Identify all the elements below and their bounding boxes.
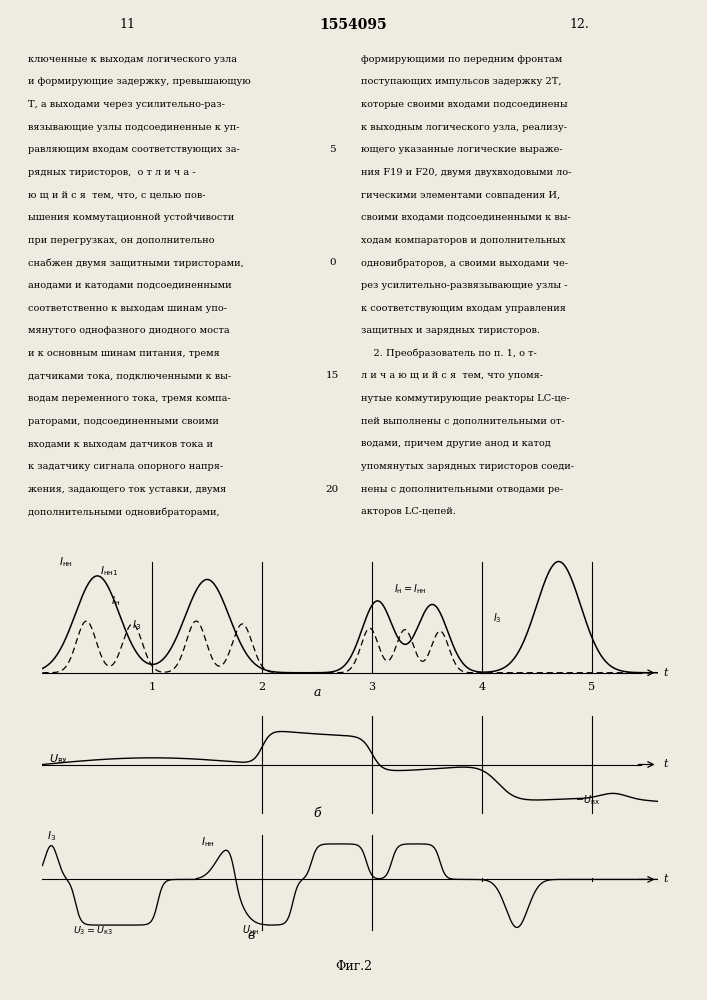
Text: дополнительными одновибраторами,: дополнительными одновибраторами, — [28, 507, 220, 517]
Text: t: t — [663, 874, 667, 884]
Text: $I_3$: $I_3$ — [47, 829, 56, 843]
Text: л и ч а ю щ и й с я  тем, что упомя-: л и ч а ю щ и й с я тем, что упомя- — [361, 371, 542, 380]
Text: в: в — [247, 929, 255, 942]
Text: к соответствующим входам управления: к соответствующим входам управления — [361, 304, 566, 313]
Text: к выходным логического узла, реализу-: к выходным логического узла, реализу- — [361, 123, 566, 132]
Text: $I_3$: $I_3$ — [493, 611, 501, 625]
Text: Φиг.2: Φиг.2 — [335, 960, 372, 972]
Text: 20: 20 — [326, 485, 339, 494]
Text: 4: 4 — [478, 682, 485, 692]
Text: $I_{\rm н}{=}I_{\rm нн}$: $I_{\rm н}{=}I_{\rm нн}$ — [394, 582, 427, 596]
Text: t: t — [663, 668, 667, 678]
Text: 1554095: 1554095 — [320, 18, 387, 32]
Text: ышения коммутационной устойчивости: ышения коммутационной устойчивости — [28, 213, 235, 222]
Text: нутые коммутирующие реакторы LC-це-: нутые коммутирующие реакторы LC-це- — [361, 394, 569, 403]
Text: нены с дополнительными отводами ре-: нены с дополнительными отводами ре- — [361, 485, 563, 494]
Text: $I_{\rm н}$: $I_{\rm н}$ — [110, 595, 119, 608]
Text: 5: 5 — [588, 682, 595, 692]
Text: 3: 3 — [368, 682, 375, 692]
Text: и формирующие задержку, превышающую: и формирующие задержку, превышающую — [28, 77, 251, 86]
Text: снабжен двумя защитными тиристорами,: снабжен двумя защитными тиристорами, — [28, 258, 244, 268]
Text: поступающих импульсов задержку 2Т,: поступающих импульсов задержку 2Т, — [361, 77, 561, 86]
Text: одновибраторов, а своими выходами че-: одновибраторов, а своими выходами че- — [361, 258, 568, 268]
Text: а: а — [313, 686, 321, 699]
Text: 2: 2 — [259, 682, 266, 692]
Text: 1: 1 — [148, 682, 156, 692]
Text: $U_3{=}U_{\rm к3}$: $U_3{=}U_{\rm к3}$ — [74, 925, 113, 937]
Text: 0: 0 — [329, 258, 336, 267]
Text: водам переменного тока, тремя компа-: водам переменного тока, тремя компа- — [28, 394, 231, 403]
Text: защитных и зарядных тиристоров.: защитных и зарядных тиристоров. — [361, 326, 539, 335]
Text: ния F19 и F20, двумя двухвходовыми ло-: ния F19 и F20, двумя двухвходовыми ло- — [361, 168, 571, 177]
Text: ющего указанные логические выраже-: ющего указанные логические выраже- — [361, 145, 562, 154]
Text: жения, задающего ток уставки, двумя: жения, задающего ток уставки, двумя — [28, 485, 226, 494]
Text: входами к выходам датчиков тока и: входами к выходам датчиков тока и — [28, 439, 214, 448]
Text: t: t — [663, 759, 667, 769]
Text: гическими элементами совпадения И,: гическими элементами совпадения И, — [361, 190, 560, 200]
Text: б: б — [313, 807, 321, 820]
Text: ключенные к выходам логического узла: ключенные к выходам логического узла — [28, 55, 238, 64]
Text: равляющим входам соответствующих за-: равляющим входам соответствующих за- — [28, 145, 240, 154]
Text: рез усилительно-развязывающие узлы -: рез усилительно-развязывающие узлы - — [361, 281, 567, 290]
Text: и к основным шинам питания, тремя: и к основным шинам питания, тремя — [28, 349, 220, 358]
Text: своими входами подсоединенными к вы-: своими входами подсоединенными к вы- — [361, 213, 571, 222]
Text: водами, причем другие анод и катод: водами, причем другие анод и катод — [361, 439, 550, 448]
Text: при перегрузках, он дополнительно: при перегрузках, он дополнительно — [28, 236, 215, 245]
Text: к задатчику сигнала опорного напря-: к задатчику сигнала опорного напря- — [28, 462, 223, 471]
Text: которые своими входами подсоединены: которые своими входами подсоединены — [361, 100, 567, 109]
Text: раторами, подсоединенными своими: раторами, подсоединенными своими — [28, 417, 219, 426]
Text: 11: 11 — [119, 18, 135, 31]
Text: Т, а выходами через усилительно-раз-: Т, а выходами через усилительно-раз- — [28, 100, 225, 109]
Text: формирующими по передним фронтам: формирующими по передним фронтам — [361, 55, 562, 64]
Text: датчиками тока, подключенными к вы-: датчиками тока, подключенными к вы- — [28, 371, 231, 380]
Text: 15: 15 — [326, 371, 339, 380]
Text: рядных тиристоров,  о т л и ч а -: рядных тиристоров, о т л и ч а - — [28, 168, 196, 177]
Text: пей выполнены с дополнительными от-: пей выполнены с дополнительными от- — [361, 417, 564, 426]
Text: ю щ и й с я  тем, что, с целью пов-: ю щ и й с я тем, что, с целью пов- — [28, 190, 206, 200]
Text: $U_{\rm вх}$: $U_{\rm вх}$ — [49, 752, 68, 766]
Text: $I_{\rm нн1}$: $I_{\rm нн1}$ — [100, 564, 118, 578]
Text: мянутого однофазного диодного моста: мянутого однофазного диодного моста — [28, 326, 230, 335]
Text: $I_{\rm нн}$: $I_{\rm нн}$ — [201, 836, 214, 849]
Text: $I_{\rm нн}$: $I_{\rm нн}$ — [59, 555, 73, 569]
Text: упомянутых зарядных тиристоров соеди-: упомянутых зарядных тиристоров соеди- — [361, 462, 573, 471]
Text: ходам компараторов и дополнительных: ходам компараторов и дополнительных — [361, 236, 565, 245]
Text: соответственно к выходам шинам упо-: соответственно к выходам шинам упо- — [28, 304, 227, 313]
Text: анодами и катодами подсоединенными: анодами и катодами подсоединенными — [28, 281, 232, 290]
Text: $I_3$: $I_3$ — [132, 618, 141, 632]
Text: $U_{\rm нн}$: $U_{\rm нн}$ — [243, 924, 259, 937]
Text: $-U_{\rm вх}$: $-U_{\rm вх}$ — [575, 793, 600, 807]
Text: 12.: 12. — [570, 18, 590, 31]
Text: 5: 5 — [329, 145, 336, 154]
Text: акторов LC-цепей.: акторов LC-цепей. — [361, 507, 455, 516]
Text: 2. Преобразователь по п. 1, о т-: 2. Преобразователь по п. 1, о т- — [361, 349, 537, 358]
Text: вязывающие узлы подсоединенные к уп-: вязывающие узлы подсоединенные к уп- — [28, 123, 240, 132]
